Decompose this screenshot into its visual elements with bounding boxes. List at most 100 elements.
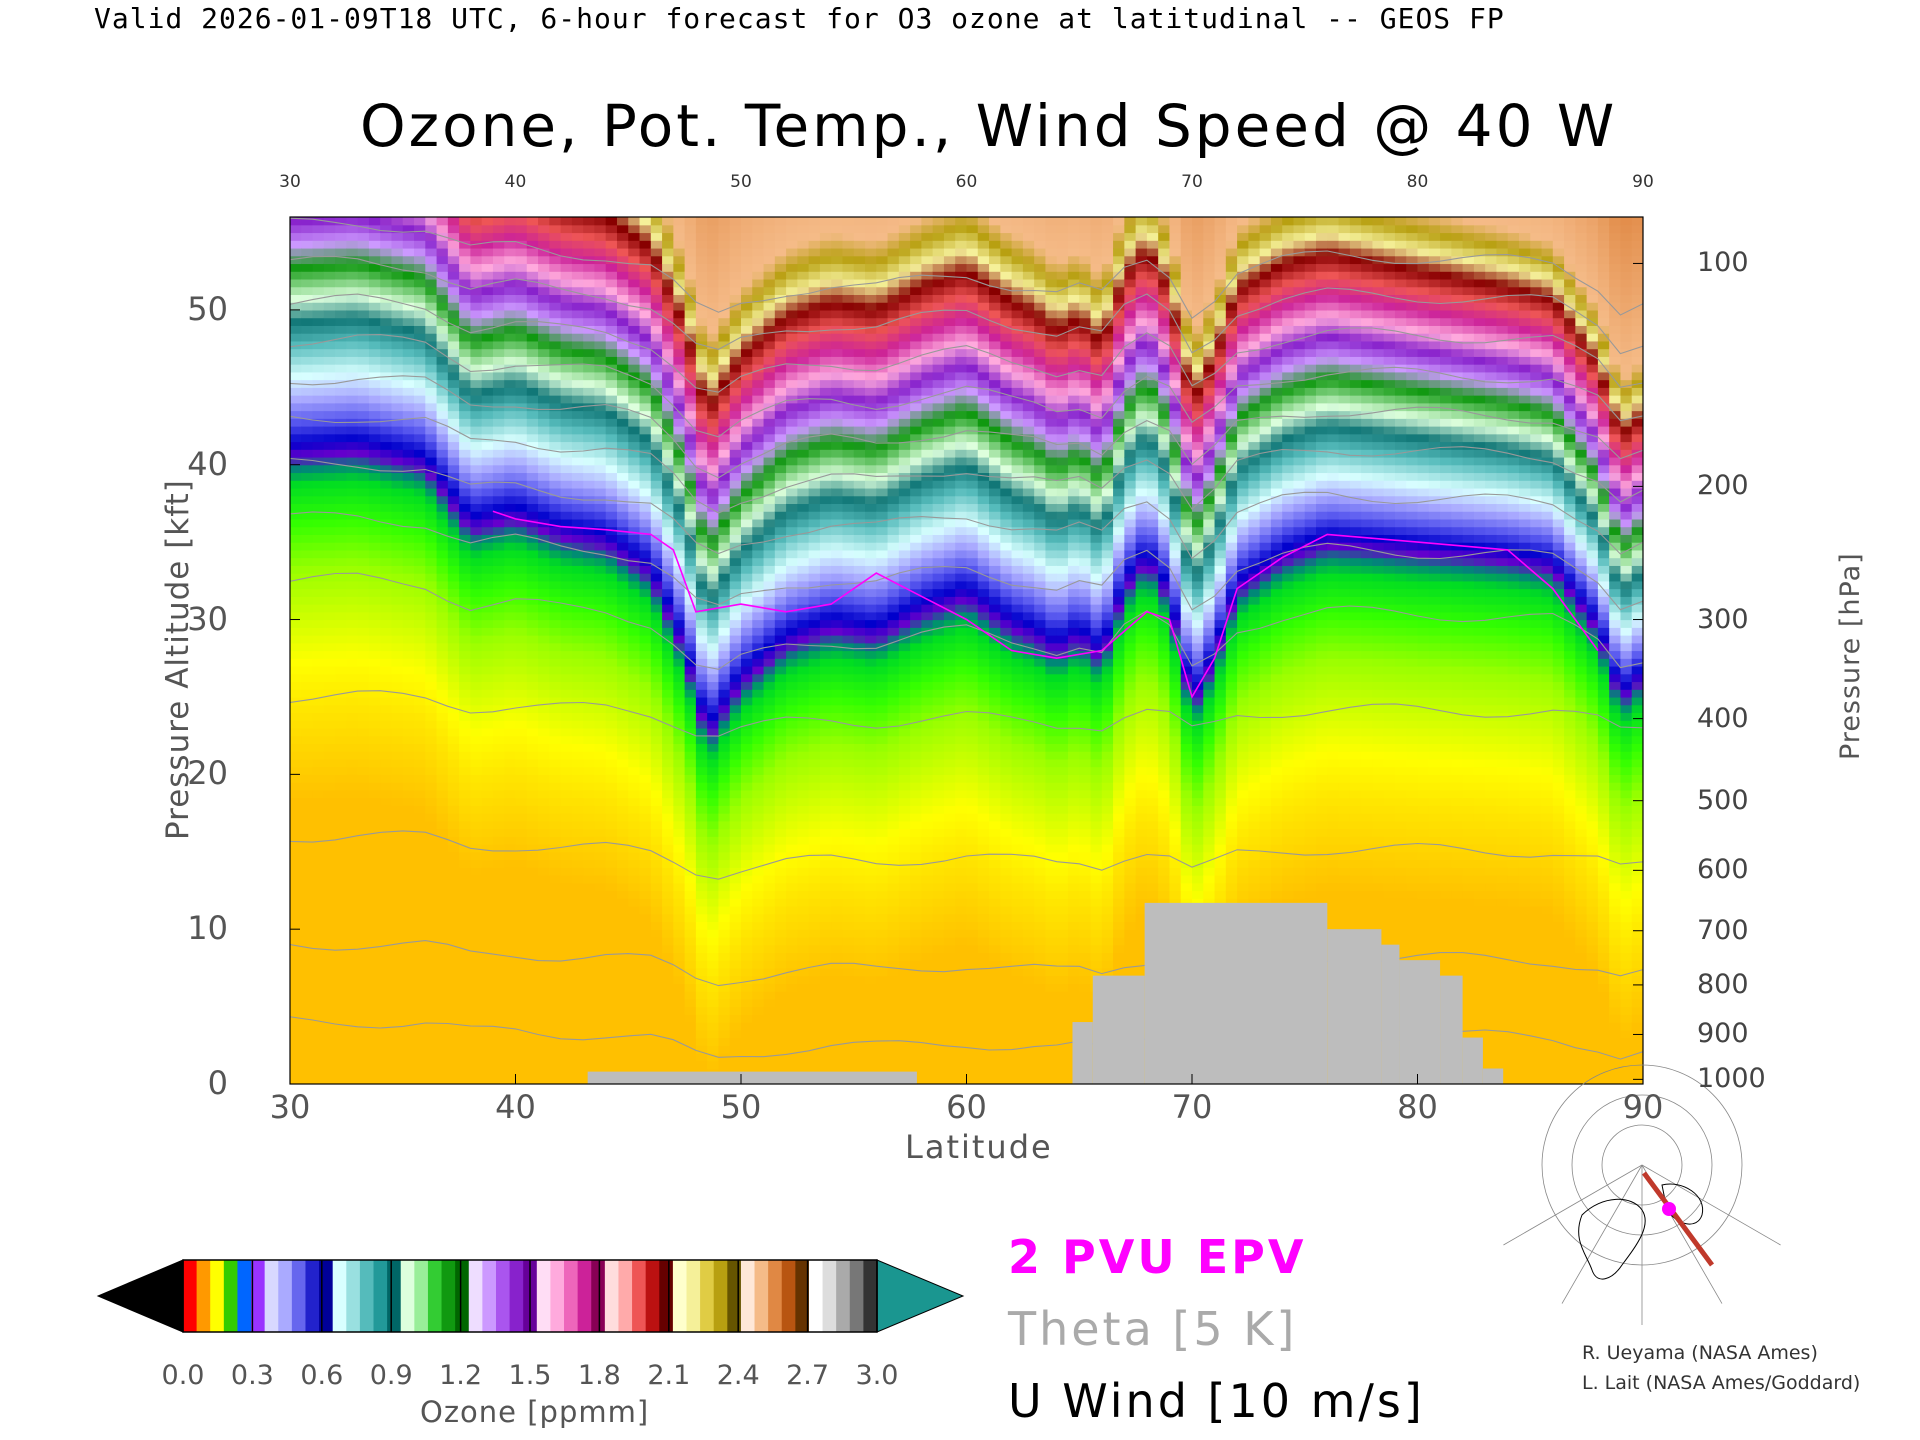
theta-contour — [290, 415, 1643, 514]
colorbar-band — [604, 1260, 619, 1332]
colorbar-band — [237, 1260, 252, 1332]
y-tick-label: 40 — [187, 444, 228, 483]
colorbar-tick-label: 1.2 — [439, 1360, 483, 1391]
colorbar-band — [700, 1260, 715, 1332]
colorbar-tick-label: 2.7 — [786, 1360, 830, 1391]
colorbar-band — [618, 1260, 633, 1332]
colorbar-band — [727, 1260, 742, 1332]
theta-contour — [290, 457, 1643, 560]
colorbar-band — [264, 1260, 279, 1332]
colorbar-band — [495, 1260, 511, 1332]
colorbar-band — [278, 1260, 293, 1332]
pressure-tick-label: 500 — [1697, 784, 1749, 816]
legend-wind: U Wind [10 m/s] — [1008, 1374, 1425, 1428]
colorbar-band — [183, 1260, 198, 1332]
colorbar-tick-label: 2.4 — [716, 1360, 760, 1391]
x-tick-label: 70 — [1171, 1088, 1213, 1126]
x-tick-label: 30 — [269, 1088, 311, 1126]
x-tick-label: 40 — [495, 1088, 536, 1126]
colorbar-tick-label: 0.3 — [230, 1360, 274, 1391]
colorbar-band — [849, 1260, 864, 1332]
x-axis-label: Latitude — [905, 1128, 1053, 1166]
y-tick-label: 20 — [187, 754, 228, 793]
terrain-block — [1462, 1037, 1483, 1084]
top-tick-label: 30 — [279, 172, 301, 192]
pressure-tick-label: 700 — [1697, 914, 1749, 946]
theta-contour — [290, 830, 1643, 880]
pressure-tick-label: 600 — [1697, 854, 1749, 886]
colorbar-band — [863, 1260, 878, 1332]
colorbar-band — [564, 1260, 579, 1332]
theta-contour — [290, 293, 1643, 393]
colorbar-band — [822, 1260, 837, 1332]
colorbar-band — [210, 1260, 225, 1332]
inset-location-marker — [1662, 1202, 1676, 1216]
colorbar-tick-label: 1.8 — [577, 1360, 621, 1391]
colorbar-band — [632, 1260, 647, 1332]
legend-epv: 2 PVU EPV — [1008, 1230, 1307, 1284]
colorbar-band — [754, 1260, 769, 1332]
pressure-tick-label: 400 — [1697, 702, 1749, 734]
y-tick-label: 0 — [207, 1064, 228, 1102]
colorbar-band — [346, 1260, 361, 1332]
y-tick-label: 10 — [187, 909, 228, 948]
colorbar-band — [400, 1260, 415, 1332]
colorbar-band — [319, 1260, 334, 1332]
colorbar-band — [740, 1260, 756, 1332]
pressure-tick-label: 1000 — [1697, 1063, 1766, 1095]
colorbar-band — [645, 1260, 660, 1332]
colorbar-band — [795, 1260, 810, 1332]
colorbar-band — [672, 1260, 687, 1332]
colorbar-tick-label: 2.1 — [647, 1360, 691, 1391]
colorbar-band — [781, 1260, 796, 1332]
colorbar-band — [550, 1260, 565, 1332]
colorbar-band — [713, 1260, 728, 1332]
theta-contour — [290, 334, 1643, 438]
inset-map — [1503, 1064, 1781, 1325]
theta-contour — [290, 217, 1643, 320]
credit-line-2: L. Lait (NASA Ames/Goddard) — [1582, 1372, 1861, 1394]
colorbar-band — [387, 1260, 402, 1332]
colorbar-band — [196, 1260, 211, 1332]
colorbar-band — [359, 1260, 375, 1332]
x-tick-label: 60 — [946, 1088, 987, 1126]
terrain-block — [587, 1071, 917, 1084]
colorbar-tick-label: 1.5 — [508, 1360, 552, 1391]
pressure-tick-label: 800 — [1697, 968, 1749, 1000]
inset-coastline — [1578, 1198, 1646, 1280]
theta-contour — [290, 572, 1643, 670]
x-tick-label: 80 — [1397, 1088, 1438, 1126]
colorbar-tick-label: 0.6 — [300, 1360, 344, 1391]
terrain-block — [1440, 975, 1463, 1084]
axis-tick-marks — [289, 262, 1644, 1085]
colorbar-band — [808, 1260, 824, 1332]
colorbar-band — [659, 1260, 674, 1332]
colorbar-label: Ozone [ppmm] — [420, 1395, 650, 1429]
colorbar-band — [427, 1260, 443, 1332]
colorbar-band — [509, 1260, 524, 1332]
valid-time-banner: Valid 2026-01-09T18 UTC, 6-hour forecast… — [94, 2, 1505, 35]
y-axis-label: Pressure Altitude [kft] — [160, 479, 196, 840]
colorbar-band — [373, 1260, 388, 1332]
terrain-block — [1399, 960, 1441, 1084]
y-tick-label: 50 — [187, 289, 228, 328]
terrain-block — [1482, 1068, 1504, 1084]
y-tick-label: 30 — [187, 599, 228, 638]
theta-contours — [290, 217, 1643, 1064]
colorbar-tick-label: 3.0 — [855, 1360, 899, 1391]
colorbar-high-arrow — [876, 1259, 965, 1333]
top-tick-label: 40 — [504, 172, 527, 192]
colorbar-band — [332, 1260, 347, 1332]
colorbar-band — [768, 1260, 783, 1332]
epv-contour — [492, 510, 1599, 699]
terrain-block — [1381, 944, 1400, 1084]
colorbar-band — [577, 1260, 592, 1332]
x-tick-label: 50 — [720, 1088, 762, 1126]
top-tick-label: 70 — [1181, 172, 1203, 192]
colorbar-tick-label: 0.9 — [369, 1360, 413, 1391]
top-tick-label: 80 — [1406, 172, 1429, 192]
colorbar-band — [291, 1260, 306, 1332]
terrain-block — [1144, 902, 1328, 1084]
terrain-block — [1072, 1022, 1093, 1084]
